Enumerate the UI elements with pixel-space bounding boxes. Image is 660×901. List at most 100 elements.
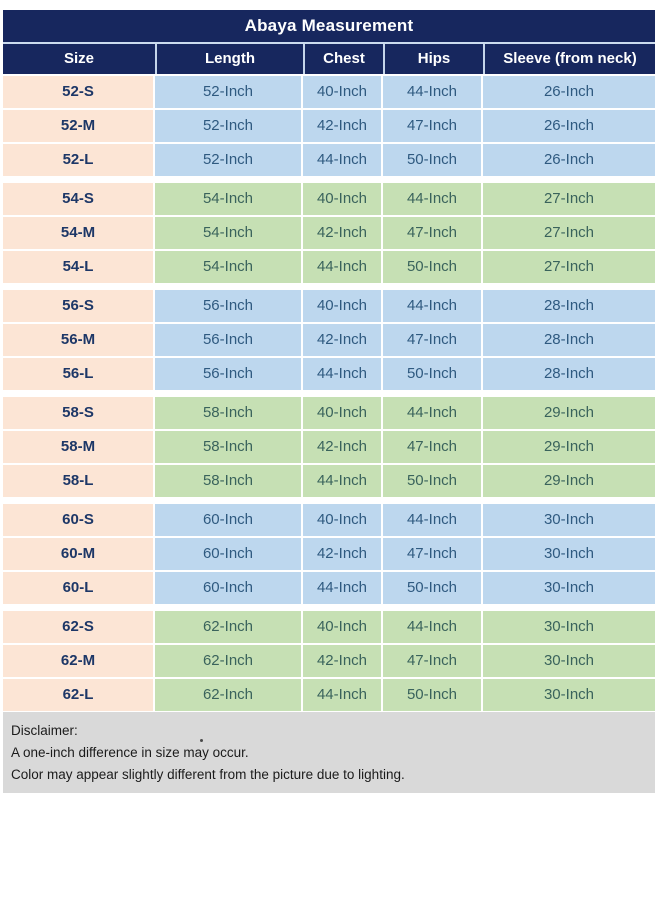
- measurement-cell: 42-Inch: [303, 431, 383, 463]
- table-row: 54-M 54-Inch 42-Inch 47-Inch 27-Inch: [3, 217, 655, 249]
- measurement-cell: 26-Inch: [483, 144, 655, 176]
- measurement-cell: 47-Inch: [383, 431, 483, 463]
- measurement-cell: 56-Inch: [155, 290, 303, 322]
- measurement-cell: 56-Inch: [155, 358, 303, 390]
- measurement-cell: 50-Inch: [383, 465, 483, 497]
- measurement-cell: 54-Inch: [155, 183, 303, 215]
- table-header-row: Size Length Chest Hips Sleeve (from neck): [3, 44, 655, 74]
- size-cell: 52-M: [3, 110, 155, 142]
- measurement-cell: 26-Inch: [483, 110, 655, 142]
- size-cell: 58-M: [3, 431, 155, 463]
- size-group-1: 54-S 54-Inch 40-Inch 44-Inch 27-Inch 54-M 54-I…: [3, 183, 655, 283]
- measurement-cell: 54-Inch: [155, 217, 303, 249]
- measurement-cell: 52-Inch: [155, 144, 303, 176]
- table-row: 56-S 56-Inch 40-Inch 44-Inch 28-Inch: [3, 290, 655, 322]
- measurement-cell: 30-Inch: [483, 679, 655, 711]
- size-cell: 58-S: [3, 397, 155, 429]
- measurement-cell: 27-Inch: [483, 183, 655, 215]
- size-cell: 60-S: [3, 504, 155, 536]
- measurement-cell: 30-Inch: [483, 645, 655, 677]
- table-row: 58-S 58-Inch 40-Inch 44-Inch 29-Inch: [3, 397, 655, 429]
- table-row: 58-M 58-Inch 42-Inch 47-Inch 29-Inch: [3, 431, 655, 463]
- measurement-cell: 44-Inch: [303, 358, 383, 390]
- measurement-cell: 44-Inch: [383, 611, 483, 643]
- measurement-cell: 42-Inch: [303, 324, 383, 356]
- title-divider: [3, 42, 655, 44]
- measurement-cell: 44-Inch: [383, 290, 483, 322]
- table-body: 52-S 52-Inch 40-Inch 44-Inch 26-Inch 52-M 52-I…: [3, 76, 655, 711]
- size-cell: 62-M: [3, 645, 155, 677]
- size-group-0: 52-S 52-Inch 40-Inch 44-Inch 26-Inch 52-M 52-I…: [3, 76, 655, 176]
- measurement-cell: 30-Inch: [483, 572, 655, 604]
- measurement-cell: 29-Inch: [483, 431, 655, 463]
- table-row: 54-L 54-Inch 44-Inch 50-Inch 27-Inch: [3, 251, 655, 283]
- measurement-cell: 27-Inch: [483, 251, 655, 283]
- measurement-cell: 42-Inch: [303, 110, 383, 142]
- measurement-cell: 62-Inch: [155, 645, 303, 677]
- measurement-cell: 47-Inch: [383, 110, 483, 142]
- measurement-cell: 28-Inch: [483, 358, 655, 390]
- table-row: 52-S 52-Inch 40-Inch 44-Inch 26-Inch: [3, 76, 655, 108]
- header-cell-1: Length: [155, 44, 303, 74]
- measurement-cell: 44-Inch: [303, 465, 383, 497]
- disclaimer-heading: Disclaimer:: [11, 723, 78, 738]
- measurement-cell: 60-Inch: [155, 504, 303, 536]
- size-cell: 56-S: [3, 290, 155, 322]
- measurement-cell: 44-Inch: [383, 504, 483, 536]
- size-cell: 62-S: [3, 611, 155, 643]
- size-group-3: 58-S 58-Inch 40-Inch 44-Inch 29-Inch 58-M 58-I…: [3, 397, 655, 497]
- measurement-cell: 42-Inch: [303, 217, 383, 249]
- table-row: 62-S 62-Inch 40-Inch 44-Inch 30-Inch: [3, 611, 655, 643]
- measurement-cell: 26-Inch: [483, 76, 655, 108]
- measurement-cell: 40-Inch: [303, 290, 383, 322]
- measurement-cell: 28-Inch: [483, 324, 655, 356]
- measurement-cell: 44-Inch: [303, 572, 383, 604]
- size-cell: 56-L: [3, 358, 155, 390]
- measurement-cell: 58-Inch: [155, 397, 303, 429]
- size-cell: 60-M: [3, 538, 155, 570]
- size-cell: 58-L: [3, 465, 155, 497]
- measurement-cell: 44-Inch: [303, 679, 383, 711]
- measurement-cell: 42-Inch: [303, 645, 383, 677]
- size-group-4: 60-S 60-Inch 40-Inch 44-Inch 30-Inch 60-M 60-I…: [3, 504, 655, 604]
- measurement-cell: 52-Inch: [155, 76, 303, 108]
- measurement-cell: 30-Inch: [483, 538, 655, 570]
- measurement-cell: 27-Inch: [483, 217, 655, 249]
- size-cell: 54-M: [3, 217, 155, 249]
- measurement-cell: 44-Inch: [303, 251, 383, 283]
- measurement-cell: 47-Inch: [383, 324, 483, 356]
- measurement-cell: 60-Inch: [155, 538, 303, 570]
- size-chart-table: Abaya Measurement Size Length Chest Hips Sle…: [3, 10, 655, 711]
- measurement-cell: 40-Inch: [303, 397, 383, 429]
- size-cell: 56-M: [3, 324, 155, 356]
- measurement-cell: 44-Inch: [383, 397, 483, 429]
- measurement-cell: 58-Inch: [155, 465, 303, 497]
- measurement-cell: 40-Inch: [303, 611, 383, 643]
- size-cell: 60-L: [3, 572, 155, 604]
- disclaimer-section: Disclaimer: A one-inch difference in siz…: [3, 712, 655, 793]
- measurement-cell: 44-Inch: [383, 76, 483, 108]
- size-cell: 62-L: [3, 679, 155, 711]
- measurement-cell: 54-Inch: [155, 251, 303, 283]
- measurement-cell: 44-Inch: [303, 144, 383, 176]
- measurement-cell: 50-Inch: [383, 144, 483, 176]
- measurement-cell: 47-Inch: [383, 645, 483, 677]
- measurement-cell: 30-Inch: [483, 611, 655, 643]
- measurement-cell: 56-Inch: [155, 324, 303, 356]
- size-cell: 52-L: [3, 144, 155, 176]
- table-row: 52-L 52-Inch 44-Inch 50-Inch 26-Inch: [3, 144, 655, 176]
- header-cell-2: Chest: [303, 44, 383, 74]
- stray-dot-artifact: [200, 739, 203, 742]
- measurement-cell: 28-Inch: [483, 290, 655, 322]
- disclaimer-line-2: Color may appear slightly different from…: [11, 767, 405, 782]
- table-row: 58-L 58-Inch 44-Inch 50-Inch 29-Inch: [3, 465, 655, 497]
- measurement-cell: 40-Inch: [303, 76, 383, 108]
- table-row: 60-M 60-Inch 42-Inch 47-Inch 30-Inch: [3, 538, 655, 570]
- size-group-2: 56-S 56-Inch 40-Inch 44-Inch 28-Inch 56-M 56-I…: [3, 290, 655, 390]
- measurement-cell: 40-Inch: [303, 504, 383, 536]
- measurement-cell: 29-Inch: [483, 397, 655, 429]
- measurement-cell: 50-Inch: [383, 251, 483, 283]
- measurement-cell: 47-Inch: [383, 538, 483, 570]
- size-cell: 52-S: [3, 76, 155, 108]
